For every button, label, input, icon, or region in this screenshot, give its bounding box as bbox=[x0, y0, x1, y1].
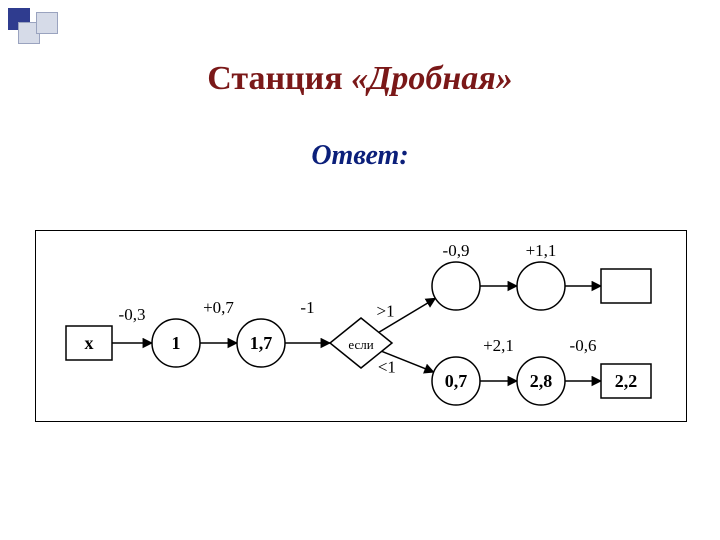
node-label-b1: 0,7 bbox=[445, 371, 468, 391]
node-label-b3: 2,2 bbox=[615, 371, 638, 391]
node-label-n1: 1 bbox=[172, 333, 181, 353]
title-plain: Станция bbox=[207, 60, 351, 97]
flowchart: -0,3 +0,7 -1 >1 <1 -0,9 +1,1 +2,1 -0,6 x 1 1,7 если 0… bbox=[36, 231, 686, 421]
edge-label: >1 bbox=[377, 301, 395, 320]
edge-label: -0,3 bbox=[119, 305, 146, 324]
edge-label: <1 bbox=[378, 358, 396, 377]
deco-square bbox=[36, 12, 58, 34]
edge-label: +1,1 bbox=[526, 241, 557, 260]
node-t2 bbox=[517, 262, 565, 310]
edge-label: +0,7 bbox=[203, 298, 234, 317]
answer-label: Ответ: bbox=[0, 140, 720, 172]
node-label-cond: если bbox=[348, 337, 373, 352]
edge-label: -0,9 bbox=[443, 241, 470, 260]
title-italic: «Дробная» bbox=[351, 60, 513, 97]
edge-label: +2,1 bbox=[483, 336, 514, 355]
node-label-b2: 2,8 bbox=[530, 371, 553, 391]
node-t3 bbox=[601, 269, 651, 303]
page-title: Станция «Дробная» bbox=[0, 60, 720, 98]
node-label-x: x bbox=[85, 333, 94, 353]
diagram-frame: -0,3 +0,7 -1 >1 <1 -0,9 +1,1 +2,1 -0,6 x 1 1,7 если 0… bbox=[35, 230, 687, 422]
node-label-n2: 1,7 bbox=[250, 333, 273, 353]
edge-label: -1 bbox=[300, 298, 314, 317]
node-t1 bbox=[432, 262, 480, 310]
edge-label: -0,6 bbox=[570, 336, 597, 355]
